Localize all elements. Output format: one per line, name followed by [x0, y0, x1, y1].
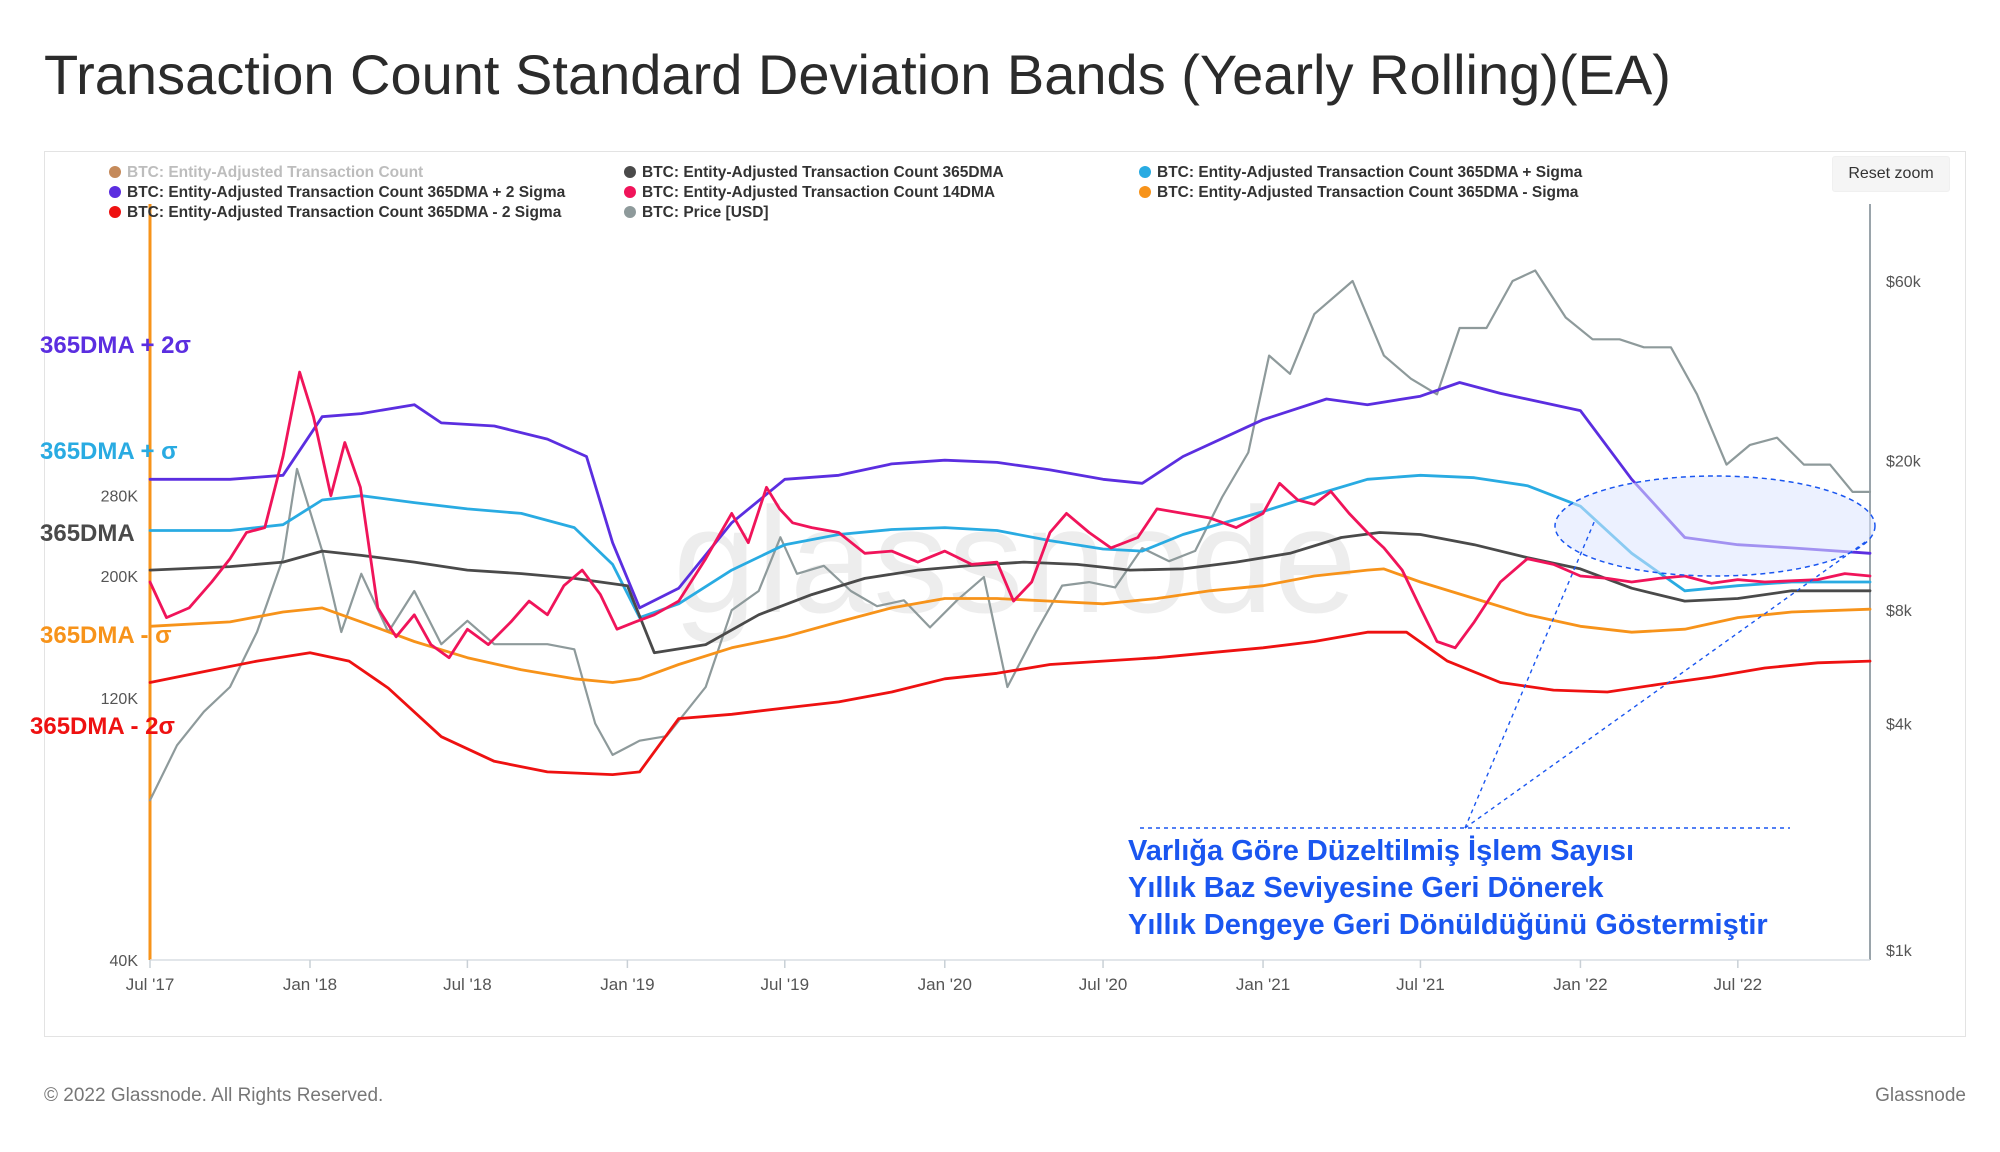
legend-marker [1139, 186, 1151, 198]
right-tick-label: $4k [1886, 716, 1913, 733]
page-title: Transaction Count Standard Deviation Ban… [44, 43, 1671, 106]
copyright-text: © 2022 Glassnode. All Rights Reserved. [44, 1085, 384, 1106]
legend-item: BTC: Entity-Adjusted Transaction Count 3… [1139, 164, 1583, 181]
band-label: 365DMA + σ [40, 438, 178, 465]
band-label: 365DMA - σ [40, 622, 172, 649]
legend-marker [1139, 166, 1151, 178]
legend-label: BTC: Entity-Adjusted Transaction Count 3… [1157, 184, 1579, 201]
legend-marker [109, 166, 121, 178]
legend-label: BTC: Entity-Adjusted Transaction Count 3… [1157, 164, 1583, 181]
band-label: 365DMA - 2σ [30, 713, 175, 740]
x-tick-label: Jul '20 [1079, 975, 1128, 994]
right-tick-label: $60k [1886, 274, 1922, 291]
series-line-dma14 [148, 370, 1872, 660]
legend-item: BTC: Price [USD] [624, 204, 769, 221]
legend-label: BTC: Entity-Adjusted Transaction Count [127, 164, 423, 181]
annotation-text-line: Yıllık Baz Seviyesine Geri Dönerek [1128, 872, 1604, 904]
left-tick-label: 200K [101, 569, 139, 586]
legend-label: BTC: Entity-Adjusted Transaction Count 3… [642, 164, 1004, 181]
series-line-plus_sigma [148, 473, 1872, 619]
legend-marker [624, 166, 636, 178]
right-tick-label: $20k [1886, 454, 1922, 471]
x-tick-label: Jul '21 [1396, 975, 1445, 994]
x-tick-label: Jan '22 [1553, 975, 1607, 994]
annotation-text-line: Varlığa Göre Düzeltilmiş İşlem Sayısı [1128, 835, 1634, 867]
left-tick-label: 280K [101, 489, 139, 506]
legend-label: BTC: Price [USD] [642, 204, 769, 221]
right-tick-label: $8k [1886, 603, 1913, 620]
left-tick-label: 120K [101, 691, 139, 708]
legend-label: BTC: Entity-Adjusted Transaction Count 3… [127, 204, 562, 221]
left-tick-label: 40K [110, 953, 139, 970]
pointer-line [1464, 539, 1869, 829]
series-line-price [148, 269, 1872, 802]
right-tick-label: $1k [1886, 943, 1913, 960]
series-line-minus_2sigma [148, 630, 1872, 776]
legend-item: BTC: Entity-Adjusted Transaction Count 3… [109, 184, 566, 201]
legend-item: BTC: Entity-Adjusted Transaction Count [109, 164, 423, 181]
x-tick-label: Jan '19 [600, 975, 654, 994]
chart-frame [44, 151, 1966, 1037]
band-label: 365DMA + 2σ [40, 332, 191, 359]
legend-item: BTC: Entity-Adjusted Transaction Count 3… [624, 164, 1004, 181]
highlight-ellipse [1554, 475, 1876, 577]
series-line-minus_sigma [148, 567, 1872, 684]
legend-marker [624, 206, 636, 218]
band-label: 365DMA [40, 520, 135, 547]
brand-text: Glassnode [1875, 1085, 1966, 1106]
x-tick-label: Jan '21 [1236, 975, 1290, 994]
legend-label: BTC: Entity-Adjusted Transaction Count 1… [642, 184, 995, 201]
x-tick-label: Jul '17 [126, 975, 175, 994]
legend-label: BTC: Entity-Adjusted Transaction Count 3… [127, 184, 566, 201]
legend-marker [109, 186, 121, 198]
legend-item: BTC: Entity-Adjusted Transaction Count 3… [1139, 184, 1579, 201]
series-line-plus_2sigma [148, 381, 1872, 610]
x-tick-label: Jan '18 [283, 975, 337, 994]
x-tick-label: Jul '18 [443, 975, 492, 994]
x-tick-label: Jan '20 [918, 975, 972, 994]
x-tick-label: Jul '19 [760, 975, 809, 994]
annotation-text-line: Yıllık Dengeye Geri Dönüldüğünü Göstermi… [1128, 909, 1768, 941]
pointer-line [1464, 519, 1596, 829]
legend-item: BTC: Entity-Adjusted Transaction Count 3… [109, 204, 562, 221]
legend-item: BTC: Entity-Adjusted Transaction Count 1… [624, 184, 995, 201]
x-tick-label: Jul '22 [1714, 975, 1763, 994]
legend-marker [624, 186, 636, 198]
reset-zoom-button[interactable]: Reset zoom [1832, 156, 1950, 192]
legend-marker [109, 206, 121, 218]
